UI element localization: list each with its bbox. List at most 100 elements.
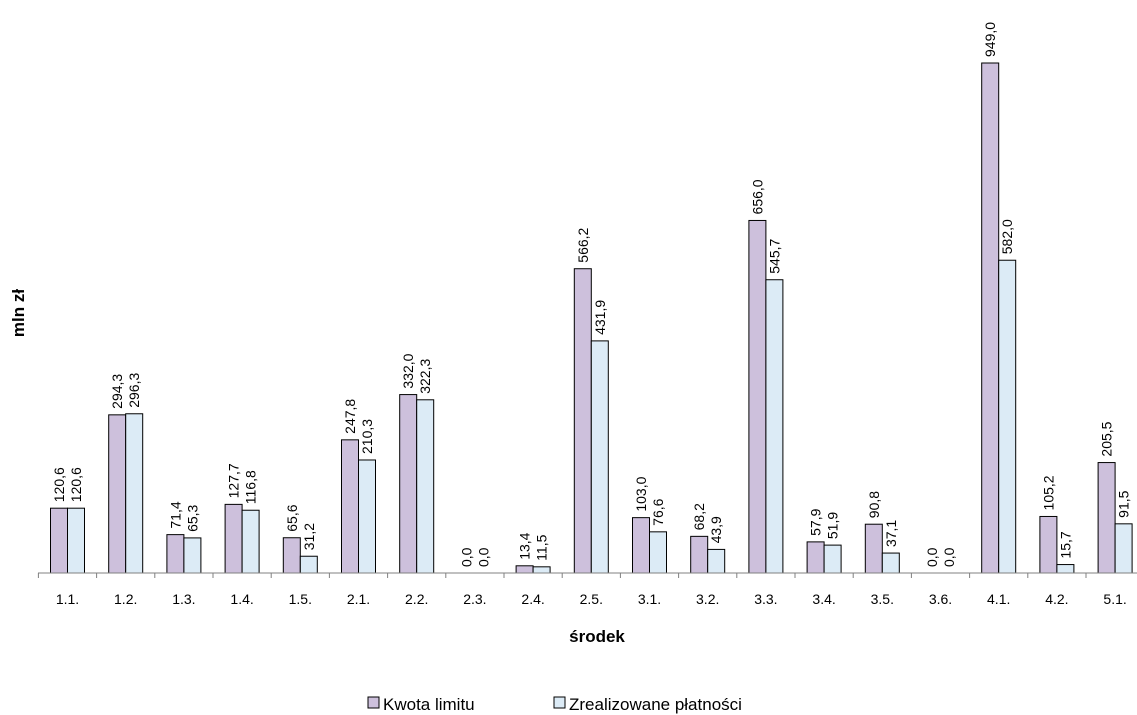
data-label: 656,0 xyxy=(749,179,765,214)
legend: Kwota limitu Zrealizowane płatności xyxy=(367,695,742,714)
data-label: 57,9 xyxy=(808,508,824,535)
x-tick-label: 3.2. xyxy=(696,591,719,607)
x-tick-label: 2.4. xyxy=(521,591,544,607)
x-tick-label: 3.4. xyxy=(812,591,835,607)
data-label: 71,4 xyxy=(167,501,183,528)
bar-kwota-limitu xyxy=(399,394,418,574)
data-label: 37,1 xyxy=(883,520,899,547)
data-label: 0,0 xyxy=(458,547,474,567)
bar-kwota-limitu xyxy=(1039,515,1058,574)
data-label: 0,0 xyxy=(475,547,491,567)
bar-zrealizowane-platnosci xyxy=(823,544,842,574)
x-ticks-group xyxy=(37,573,1087,578)
bar-zrealizowane-platnosci xyxy=(67,507,85,574)
data-label: 65,6 xyxy=(284,504,300,531)
data-label: 91,5 xyxy=(1116,490,1132,517)
x-tick-label: 2.1. xyxy=(347,591,370,607)
bar-zrealizowane-platnosci xyxy=(125,413,144,574)
data-label: 0,0 xyxy=(924,547,940,567)
data-labels-group: 120,6 120,6 294,3 296,3 71,4 65,3 127,7 116,8 65… xyxy=(51,22,1132,567)
legend-swatch-zrealizowane-platnosci xyxy=(553,696,566,709)
data-label: 294,3 xyxy=(109,374,125,409)
bar-zrealizowane-platnosci xyxy=(532,566,551,574)
data-label: 51,9 xyxy=(825,512,841,539)
bar-kwota-limitu xyxy=(864,523,883,574)
bar-kwota-limitu xyxy=(166,534,185,574)
bar-zrealizowane-platnosci xyxy=(358,459,376,574)
bar-zrealizowane-platnosci xyxy=(416,399,435,574)
x-tick-label: 1.2. xyxy=(114,591,137,607)
legend-swatch-kwota-limitu xyxy=(367,696,380,709)
data-label: 11,5 xyxy=(534,534,550,560)
x-tick-label: 4.2. xyxy=(1045,591,1068,607)
data-label: 103,0 xyxy=(633,476,649,511)
bar-zrealizowane-platnosci xyxy=(707,548,726,574)
bar-zrealizowane-platnosci xyxy=(649,531,667,574)
data-label: 545,7 xyxy=(766,238,782,273)
data-label: 332,0 xyxy=(400,353,416,388)
bar-kwota-limitu xyxy=(690,535,709,574)
x-tick-label: 2.3. xyxy=(463,591,486,607)
bar-kwota-limitu xyxy=(748,219,767,574)
legend-item-kwota-limitu: Kwota limitu xyxy=(367,695,475,714)
data-label: 120,6 xyxy=(68,467,84,502)
data-label: 116,8 xyxy=(243,470,259,504)
bar-kwota-limitu xyxy=(224,503,243,574)
x-tick-labels-group: 1.1. 1.2. 1.3. 1.4. 1.5. 2.1. 2.2. 2.3. 2.4. 2.5.… xyxy=(56,591,1127,607)
bar-zrealizowane-platnosci xyxy=(183,537,202,574)
x-axis-title: środek xyxy=(569,627,625,646)
bars-group xyxy=(50,62,1133,574)
data-label: 120,6 xyxy=(51,467,67,502)
data-label: 65,3 xyxy=(184,504,200,531)
x-tick-label: 4.1. xyxy=(987,591,1010,607)
bar-zrealizowane-platnosci xyxy=(1114,523,1133,574)
data-label: 90,8 xyxy=(866,491,882,518)
data-label: 210,3 xyxy=(359,419,375,454)
data-label: 15,7 xyxy=(1057,531,1073,558)
bar-zrealizowane-platnosci xyxy=(590,340,609,574)
x-tick-label: 5.1. xyxy=(1103,591,1126,607)
data-label: 566,2 xyxy=(575,227,591,262)
data-label: 105,2 xyxy=(1040,475,1056,510)
bar-kwota-limitu xyxy=(282,537,301,574)
legend-label-zrealizowane-platnosci: Zrealizowane płatności xyxy=(569,695,742,714)
bar-kwota-limitu xyxy=(341,439,359,574)
bar-kwota-limitu xyxy=(108,414,127,574)
x-tick-label: 3.5. xyxy=(871,591,894,607)
bar-kwota-limitu xyxy=(515,565,534,574)
data-label: 76,6 xyxy=(650,498,666,525)
bar-kwota-limitu xyxy=(806,541,825,574)
y-axis-title: mln zł xyxy=(9,289,28,337)
data-label: 31,2 xyxy=(301,523,317,550)
bar-kwota-limitu xyxy=(50,507,68,574)
x-tick-label: 1.3. xyxy=(172,591,195,607)
data-label: 582,0 xyxy=(999,219,1015,254)
bar-zrealizowane-platnosci xyxy=(299,555,318,574)
data-label: 247,8 xyxy=(342,399,358,434)
x-tick-label: 3.6. xyxy=(929,591,952,607)
data-label: 13,4 xyxy=(517,532,533,559)
legend-label-kwota-limitu: Kwota limitu xyxy=(383,695,475,714)
bar-kwota-limitu xyxy=(1097,462,1116,574)
bar-zrealizowane-platnosci xyxy=(241,509,260,574)
data-label: 296,3 xyxy=(126,373,142,408)
legend-item-zrealizowane-platnosci: Zrealizowane płatności xyxy=(553,695,742,714)
x-tick-label: 1.1. xyxy=(56,591,79,607)
bar-zrealizowane-platnosci xyxy=(1056,564,1075,574)
x-tick-label: 2.2. xyxy=(405,591,428,607)
bar-zrealizowane-platnosci xyxy=(765,279,784,574)
data-label: 68,2 xyxy=(691,503,707,530)
data-label: 43,9 xyxy=(708,516,724,543)
x-tick-label: 1.4. xyxy=(230,591,253,607)
bar-kwota-limitu xyxy=(632,517,650,574)
bar-kwota-limitu xyxy=(573,268,592,574)
data-label: 431,9 xyxy=(592,300,608,335)
x-tick-label: 3.3. xyxy=(754,591,777,607)
data-label: 205,5 xyxy=(1099,421,1115,456)
data-label: 322,3 xyxy=(417,359,433,394)
bar-kwota-limitu xyxy=(981,62,1000,574)
data-label: 0,0 xyxy=(941,547,957,567)
data-label: 949,0 xyxy=(982,22,998,57)
bar-zrealizowane-platnosci xyxy=(881,552,900,574)
